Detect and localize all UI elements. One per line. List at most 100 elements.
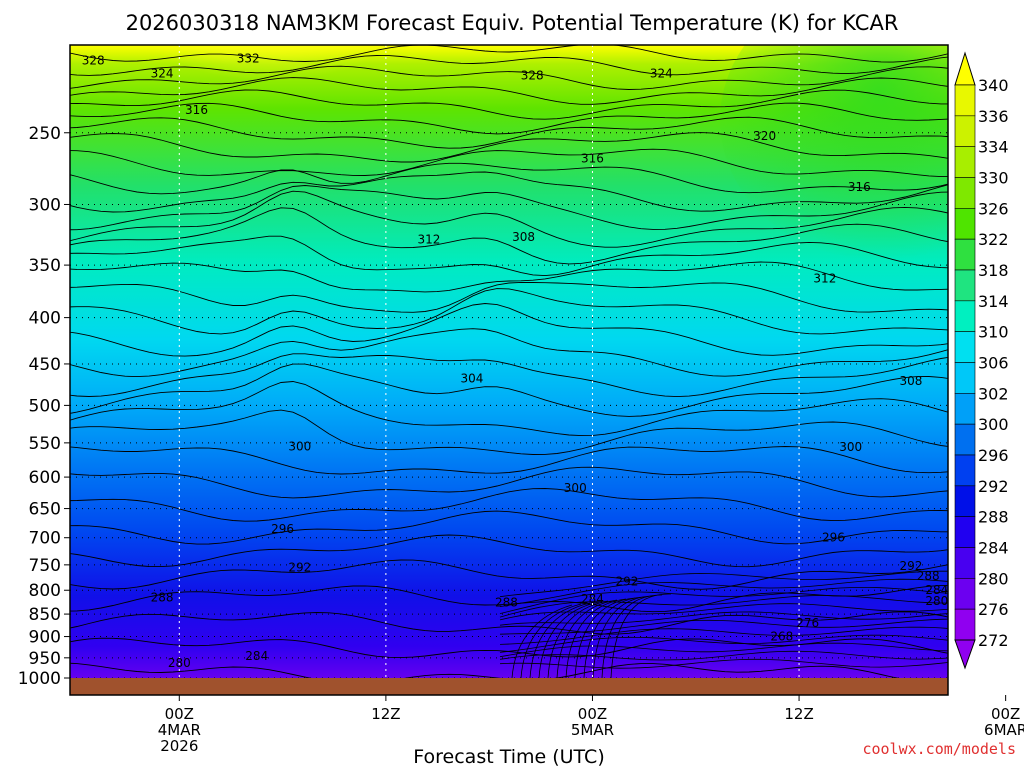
contour-label: 296 bbox=[271, 522, 294, 536]
contour-label: 284 bbox=[581, 592, 604, 606]
contour-line bbox=[70, 261, 948, 293]
contour-line bbox=[70, 235, 948, 277]
credit-text: coolwx.com/models bbox=[862, 740, 1016, 758]
contour-label: 268 bbox=[770, 630, 793, 644]
colorbar-label: 280 bbox=[978, 569, 1009, 588]
contour-line bbox=[70, 148, 948, 178]
colorbar-label: 340 bbox=[978, 76, 1009, 95]
x-tick-label: 6MAR bbox=[984, 721, 1024, 739]
colorbar-label: 288 bbox=[978, 508, 1009, 527]
contour-line bbox=[70, 363, 948, 417]
contour-line bbox=[574, 597, 636, 678]
y-tick-label: 950 bbox=[29, 649, 61, 669]
x-axis-label: Forecast Time (UTC) bbox=[413, 746, 604, 768]
colorbar-swatch bbox=[954, 146, 976, 178]
gridlines bbox=[70, 45, 948, 678]
contour-line bbox=[70, 116, 948, 149]
colorbar-swatch bbox=[954, 516, 976, 548]
contour-label: 292 bbox=[288, 560, 311, 574]
colorbar-swatch bbox=[954, 115, 976, 147]
contour-label: 316 bbox=[848, 180, 871, 194]
y-tick-label: 850 bbox=[29, 605, 61, 625]
contour-line bbox=[499, 626, 948, 645]
colorbar-label: 336 bbox=[978, 107, 1009, 126]
colorbar-label: 326 bbox=[978, 199, 1009, 218]
y-tick-label: 700 bbox=[29, 529, 61, 549]
contour-line bbox=[70, 89, 948, 120]
contour-labels: 328 332 324 328 324 316 320 316 316 312 308 312 304 3… bbox=[82, 52, 948, 671]
colorbar-swatch bbox=[954, 362, 976, 394]
contour-line bbox=[499, 650, 948, 661]
contour-line bbox=[556, 599, 618, 678]
contour-line bbox=[70, 207, 948, 265]
colorbar-swatch bbox=[954, 608, 976, 641]
contour-line bbox=[70, 288, 948, 335]
contour-label: 292 bbox=[900, 559, 923, 573]
x-tick-label: 5MAR bbox=[571, 721, 614, 739]
y-tick-label: 550 bbox=[29, 434, 61, 454]
contour-line bbox=[70, 55, 948, 76]
x-tick-label: 4MAR bbox=[158, 721, 201, 739]
y-tick-label: 800 bbox=[29, 581, 61, 601]
contour-line bbox=[499, 634, 948, 653]
colorbar-swatch bbox=[954, 578, 976, 610]
colorbar-label: 318 bbox=[978, 261, 1009, 280]
colorbar-swatch bbox=[954, 208, 976, 240]
contour-label: 312 bbox=[417, 233, 440, 247]
colorbar: 340 336 334 330 326 322 318 314 310 306 302 300 296 2… bbox=[954, 51, 1009, 670]
contour-line bbox=[610, 593, 672, 678]
colorbar-swatch bbox=[954, 331, 976, 363]
colorbar-label: 330 bbox=[978, 169, 1009, 188]
contour-label: 296 bbox=[822, 531, 845, 545]
colorbar-label: 322 bbox=[978, 230, 1009, 249]
y-tick-label: 300 bbox=[29, 195, 61, 215]
contour-line bbox=[601, 594, 663, 678]
contour-label: 300 bbox=[564, 481, 587, 495]
contour-line bbox=[70, 171, 948, 213]
contour-line bbox=[70, 77, 948, 105]
contour-label: 280 bbox=[168, 656, 191, 670]
x-tick-label: 00Z bbox=[991, 705, 1020, 723]
contour-label: 328 bbox=[521, 68, 544, 82]
contour-line bbox=[70, 534, 948, 568]
x-tick-label: 12Z bbox=[784, 705, 813, 723]
contour-line bbox=[70, 65, 948, 90]
contour-line bbox=[70, 446, 948, 475]
y-tick-label: 500 bbox=[29, 396, 61, 416]
contour-line bbox=[70, 466, 948, 499]
colorbar-swatch bbox=[954, 269, 976, 302]
colorbar-label: 300 bbox=[978, 415, 1009, 434]
y-tick-label: 600 bbox=[29, 468, 61, 488]
colorbar-label: 310 bbox=[978, 323, 1009, 342]
colorbar-swatch bbox=[954, 177, 976, 209]
colorbar-label: 272 bbox=[978, 631, 1009, 650]
contour-label: 304 bbox=[461, 372, 484, 386]
contour-label: 300 bbox=[288, 439, 311, 453]
contour-line bbox=[499, 587, 948, 614]
y-tick-label: 450 bbox=[29, 355, 61, 375]
contour-line bbox=[70, 488, 948, 522]
colorbar-label: 296 bbox=[978, 446, 1009, 465]
contour-line bbox=[70, 303, 948, 357]
x-tick-label: 2026 bbox=[160, 737, 198, 755]
contour-label: 276 bbox=[796, 616, 819, 630]
ground-strip bbox=[70, 678, 948, 695]
contour-label: 284 bbox=[925, 583, 948, 597]
y-axis: 250 300 350 400 450 500 550 600 650 700 750 800 850 9… bbox=[18, 124, 70, 689]
colorbar-swatch bbox=[954, 547, 976, 579]
contour-line bbox=[511, 604, 573, 678]
colorbar-swatch bbox=[954, 485, 976, 517]
contour-label: 288 bbox=[151, 591, 174, 605]
colorbar-swatch bbox=[954, 238, 976, 271]
y-tick-label: 650 bbox=[29, 500, 61, 520]
contour-line bbox=[70, 662, 900, 678]
chart-title-group: 2026030318 NAM3KM Forecast Equiv. Potent… bbox=[126, 11, 899, 35]
contour-label: 332 bbox=[237, 52, 260, 66]
contour-line bbox=[70, 185, 948, 231]
y-tick-label: 400 bbox=[29, 309, 61, 329]
contour-line bbox=[70, 102, 948, 135]
colorbar-label: 306 bbox=[978, 354, 1009, 373]
contour-line bbox=[538, 601, 600, 678]
y-tick-label: 750 bbox=[29, 556, 61, 576]
